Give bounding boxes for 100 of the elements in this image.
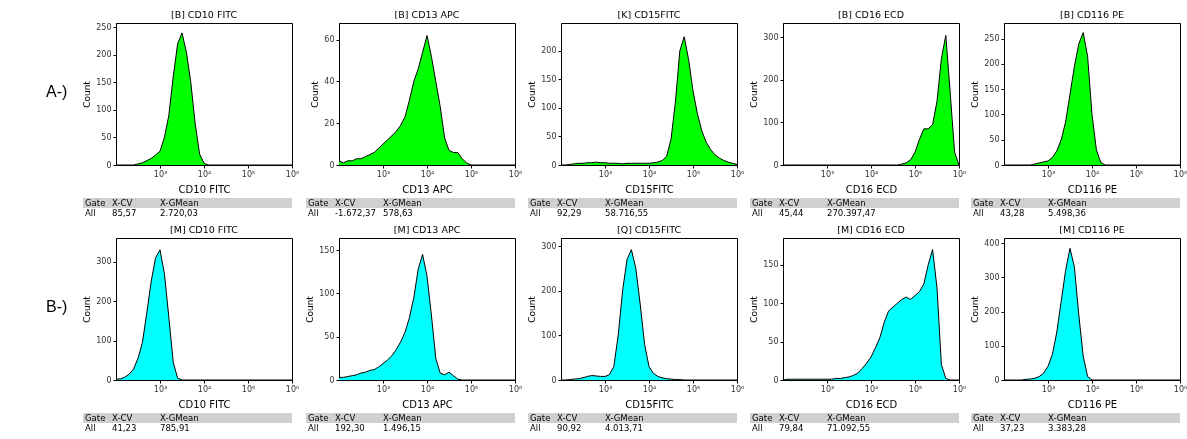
y-tick-label: 40: [324, 76, 335, 86]
chart-title: [B] CD13 APC: [394, 8, 460, 20]
text: 785,91: [160, 423, 191, 433]
text: X-CV: [779, 198, 801, 208]
x-tick-label: 10⁵: [686, 384, 701, 394]
text: Gate: [308, 413, 330, 423]
chart-title: [Q] CD15FITC: [616, 223, 682, 235]
y-axis-title: Count: [82, 295, 93, 323]
y-tick-label: 0: [773, 160, 779, 170]
text: All: [530, 423, 542, 433]
y-tick-label: 0: [329, 160, 335, 170]
text: Gate: [973, 198, 995, 208]
chart-title: [M] CD13 APC: [393, 223, 461, 235]
text: Gate: [530, 198, 552, 208]
text: X-GMean: [1048, 198, 1088, 208]
x-tick-label: 10⁵: [908, 169, 923, 179]
y-tick-label: 100: [984, 109, 1000, 119]
y-tick-label: 0: [106, 375, 112, 385]
chart-title: [M] CD116 PE: [1059, 223, 1125, 235]
x-tick-label: 10⁵: [686, 169, 701, 179]
y-tick-label: 250: [984, 34, 1000, 44]
text: Gate: [85, 198, 107, 208]
y-tick-label: 50: [546, 131, 557, 141]
text: 37,23: [1000, 423, 1026, 433]
y-tick-label: 50: [989, 135, 1000, 145]
x-tick-label: 10⁴: [642, 169, 657, 179]
text: 58.716,55: [605, 208, 650, 218]
chart-title: [B] CD10 FITC: [170, 8, 238, 20]
x-tick-label: 10⁴: [864, 169, 879, 179]
text: Gate: [85, 413, 107, 423]
x-tick-label: 10⁴: [642, 384, 657, 394]
y-tick-label: 300: [984, 272, 1000, 282]
y-tick-label: 200: [96, 296, 112, 306]
text: 71.092,55: [827, 423, 872, 433]
text: Gate: [973, 413, 995, 423]
y-tick-label: 0: [329, 375, 335, 385]
x-tick-label: 10⁵: [1129, 384, 1144, 394]
y-tick-label: 100: [984, 341, 1000, 351]
y-tick-label: 20: [324, 118, 335, 128]
y-tick-label: 100: [96, 336, 112, 346]
x-tick-label: 10⁶: [508, 169, 523, 179]
text: 41,23: [112, 423, 138, 433]
x-axis-title: CD15FITC: [625, 398, 674, 410]
y-tick-label: 0: [994, 375, 1000, 385]
y-axis-title: Count: [970, 80, 981, 108]
y-tick-label: 200: [984, 307, 1000, 317]
text: 45,44: [779, 208, 805, 218]
x-tick-label: 10⁴: [197, 384, 212, 394]
chart-title: [M] CD16 ECD: [837, 223, 905, 235]
chart-title: [M] CD10 FITC: [170, 223, 239, 235]
x-tick-label: 10⁴: [197, 169, 212, 179]
text: All: [752, 423, 764, 433]
text: X-GMean: [160, 198, 200, 208]
x-tick-label: 10³: [820, 384, 835, 394]
text: 192,30: [335, 423, 366, 433]
text: X-CV: [335, 198, 357, 208]
y-tick-label: 0: [994, 160, 1000, 170]
text: Gate: [308, 198, 330, 208]
text: 43,28: [1000, 208, 1026, 218]
y-tick-label: 60: [324, 35, 335, 45]
x-tick-label: 10⁴: [420, 169, 435, 179]
y-tick-label: 0: [551, 375, 557, 385]
x-axis-title: CD16 ECD: [845, 183, 898, 195]
y-tick-label: 100: [541, 330, 557, 340]
text: A-): [46, 83, 68, 101]
text: X-GMean: [605, 198, 645, 208]
text: All: [973, 208, 985, 218]
text: Gate: [752, 198, 774, 208]
x-tick-label: 10³: [820, 169, 835, 179]
y-tick-label: 150: [319, 245, 335, 255]
x-tick-label: 10³: [376, 384, 391, 394]
x-tick-label: 10³: [598, 384, 613, 394]
text: All: [85, 423, 97, 433]
x-tick-label: 10³: [153, 384, 168, 394]
text: Gate: [530, 413, 552, 423]
text: All: [973, 423, 985, 433]
text: X-GMean: [605, 413, 645, 423]
y-tick-label: 150: [763, 260, 779, 270]
y-tick-label: 300: [541, 241, 557, 251]
text: X-CV: [112, 198, 134, 208]
text: 2.720,03: [160, 208, 199, 218]
x-axis-title: CD16 ECD: [845, 398, 898, 410]
x-tick-label: 10⁴: [864, 384, 879, 394]
x-axis-title: CD13 APC: [402, 183, 453, 195]
text: X-GMean: [383, 198, 423, 208]
x-tick-label: 10³: [153, 169, 168, 179]
y-tick-label: 100: [541, 103, 557, 113]
y-tick-label: 300: [96, 257, 112, 267]
y-tick-label: 200: [984, 59, 1000, 69]
y-tick-label: 50: [324, 332, 335, 342]
y-tick-label: 250: [96, 22, 112, 32]
y-tick-label: 100: [96, 105, 112, 115]
text: All: [308, 423, 320, 433]
text: 5.498,36: [1048, 208, 1087, 218]
y-axis-title: Count: [527, 295, 538, 323]
text: 270.397,47: [827, 208, 877, 218]
y-tick-label: 0: [551, 160, 557, 170]
x-tick-label: 10³: [376, 169, 391, 179]
chart-title: [K] CD15FITC: [617, 8, 681, 20]
y-tick-label: 400: [984, 238, 1000, 248]
